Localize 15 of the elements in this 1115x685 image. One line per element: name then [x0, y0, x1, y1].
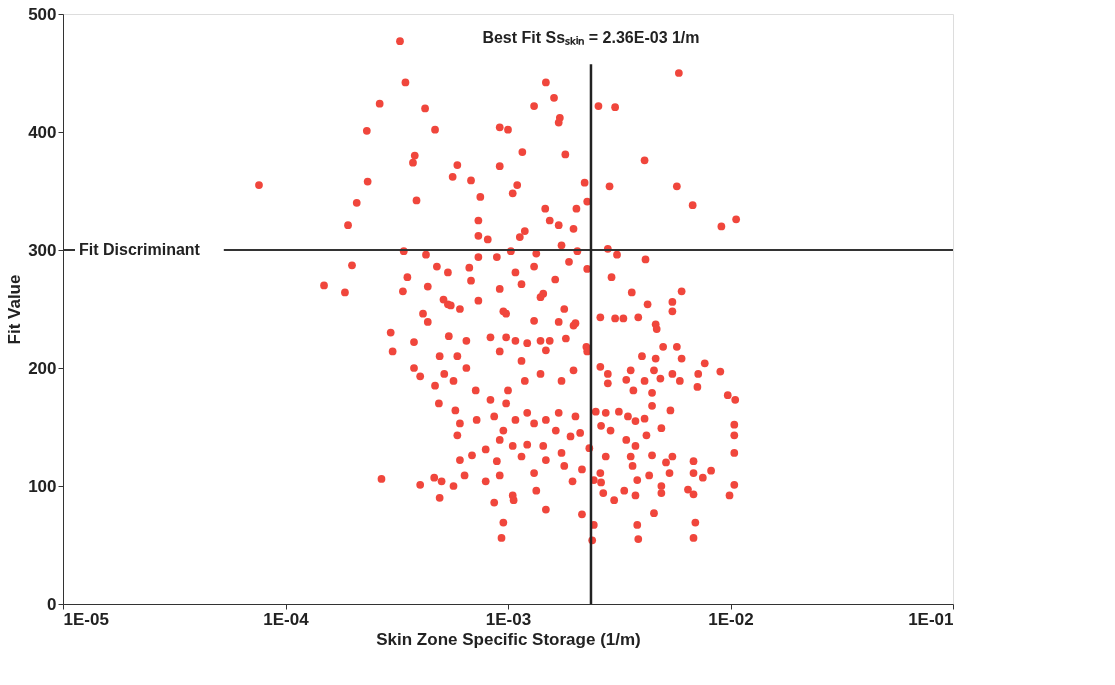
ref-line-label: Best Fit Ssₛₖᵢₙ = 2.36E-03 1/m	[482, 28, 700, 46]
x-tick-label: 1E-05	[63, 609, 109, 629]
y-axis-title: Fit Value	[5, 274, 25, 345]
y-tick-label: 300	[28, 240, 57, 260]
x-axis-title: Skin Zone Specific Storage (1/m)	[376, 629, 641, 649]
y-tick-label: 200	[28, 358, 57, 378]
y-tick-label: 400	[28, 122, 57, 142]
y-tick-label: 0	[47, 594, 57, 614]
x-tick-label: 1E-02	[708, 609, 754, 629]
x-tick-label: 1E-01	[908, 609, 954, 629]
x-tick-label: 1E-03	[485, 609, 532, 629]
ref-line-label: Fit Discriminant	[79, 241, 201, 258]
y-tick-label: 100	[28, 476, 57, 496]
y-tick-label: 500	[28, 4, 57, 24]
x-tick-label: 1E-04	[263, 609, 310, 629]
